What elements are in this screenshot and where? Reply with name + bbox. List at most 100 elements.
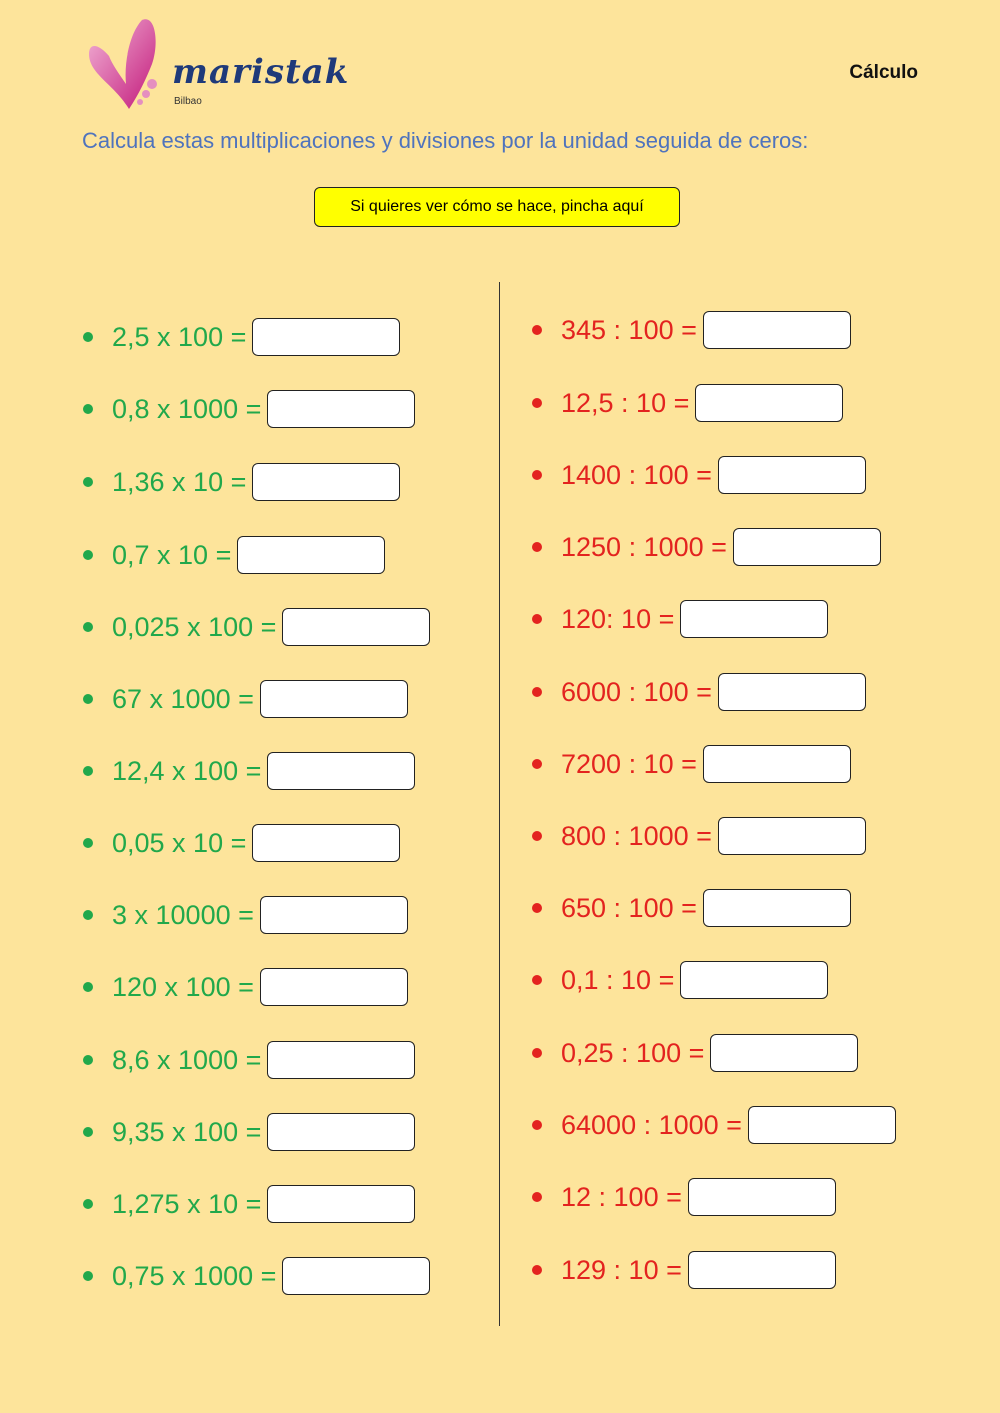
bullet-icon [532,1192,542,1202]
answer-input[interactable] [732,528,881,566]
bullet-icon [83,982,93,992]
bullet-icon [532,831,542,841]
division-row: 6000 : 100 = [532,671,866,713]
bullet-icon [532,1265,542,1275]
help-button[interactable]: Si quieres ver cómo se hace, pincha aquí [314,187,680,227]
multiplication-row: 12,4 x 100 = [83,750,416,792]
answer-input[interactable] [267,1041,416,1079]
multiplication-expression: 0,7 x 10 = [112,539,232,570]
division-expression: 1400 : 100 = [561,459,712,490]
answer-input[interactable] [259,896,408,934]
division-expression: 800 : 1000 = [561,820,712,851]
division-row: 800 : 1000 = [532,815,866,857]
bullet-icon [532,759,542,769]
multiplication-row: 0,025 x 100 = [83,606,431,648]
division-expression: 0,1 : 10 = [561,964,675,995]
multiplication-row: 0,75 x 1000 = [83,1255,431,1297]
answer-input[interactable] [747,1106,896,1144]
division-expression: 64000 : 1000 = [561,1109,742,1140]
bullet-icon [532,1120,542,1130]
answer-input[interactable] [717,817,866,855]
division-expression: 7200 : 10 = [561,748,697,779]
multiplication-expression: 67 x 1000 = [112,683,254,714]
division-row: 64000 : 1000 = [532,1104,896,1146]
division-expression: 0,25 : 100 = [561,1037,705,1068]
subject-label: Cálculo [849,62,918,83]
multiplication-expression: 0,025 x 100 = [112,611,277,642]
bullet-icon [532,614,542,624]
maristak-logo: maristak Bilbao [84,14,348,114]
bullet-icon [83,404,93,414]
bullet-icon [532,975,542,985]
multiplication-row: 9,35 x 100 = [83,1111,416,1153]
multiplication-expression: 9,35 x 100 = [112,1116,262,1147]
multiplication-row: 3 x 10000 = [83,894,408,936]
division-expression: 12 : 100 = [561,1181,682,1212]
answer-input[interactable] [267,1113,416,1151]
division-row: 650 : 100 = [532,887,851,929]
answer-input[interactable] [259,680,408,718]
division-row: 120: 10 = [532,598,829,640]
bullet-icon [83,694,93,704]
answer-input[interactable] [717,456,866,494]
multiplication-expression: 1,36 x 10 = [112,466,247,497]
answer-input[interactable] [267,752,416,790]
answer-input[interactable] [710,1034,859,1072]
division-expression: 1250 : 1000 = [561,531,727,562]
bullet-icon [532,542,542,552]
answer-input[interactable] [252,318,401,356]
bullet-icon [532,398,542,408]
answer-input[interactable] [680,600,829,638]
bullet-icon [532,325,542,335]
division-row: 7200 : 10 = [532,743,851,785]
multiplication-row: 0,8 x 1000 = [83,388,416,430]
bullet-icon [83,1271,93,1281]
multiplication-expression: 1,275 x 10 = [112,1188,262,1219]
division-row: 12,5 : 10 = [532,382,844,424]
answer-input[interactable] [252,463,401,501]
instruction-text: Calcula estas multiplicaciones y divisio… [82,128,809,153]
answer-input[interactable] [282,1257,431,1295]
division-row: 1400 : 100 = [532,454,866,496]
bullet-icon [532,687,542,697]
answer-input[interactable] [717,673,866,711]
answer-input[interactable] [267,1185,416,1223]
multiplication-row: 8,6 x 1000 = [83,1039,416,1081]
answer-input[interactable] [237,536,386,574]
answer-input[interactable] [267,390,416,428]
bullet-icon [83,1055,93,1065]
division-row: 0,1 : 10 = [532,959,829,1001]
bullet-icon [83,1199,93,1209]
division-expression: 6000 : 100 = [561,676,712,707]
answer-input[interactable] [252,824,401,862]
multiplication-row: 120 x 100 = [83,966,408,1008]
bullet-icon [83,1127,93,1137]
multiplication-expression: 120 x 100 = [112,971,254,1002]
answer-input[interactable] [687,1251,836,1289]
answer-input[interactable] [702,889,851,927]
bullet-icon [83,838,93,848]
heart-logo-icon [89,19,157,110]
division-row: 0,25 : 100 = [532,1032,859,1074]
multiplication-row: 1,275 x 10 = [83,1183,416,1225]
multiplication-expression: 2,5 x 100 = [112,321,247,352]
multiplication-row: 0,05 x 10 = [83,822,401,864]
answer-input[interactable] [282,608,431,646]
answer-input[interactable] [702,745,851,783]
answer-input[interactable] [687,1178,836,1216]
bullet-icon [83,910,93,920]
multiplication-expression: 3 x 10000 = [112,899,254,930]
multiplication-expression: 8,6 x 1000 = [112,1044,262,1075]
multiplication-row: 67 x 1000 = [83,678,408,720]
multiplication-row: 2,5 x 100 = [83,316,401,358]
answer-input[interactable] [702,311,851,349]
multiplication-row: 1,36 x 10 = [83,461,401,503]
division-expression: 650 : 100 = [561,892,697,923]
answer-input[interactable] [695,384,844,422]
bullet-icon [83,477,93,487]
division-expression: 12,5 : 10 = [561,387,690,418]
multiplication-expression: 12,4 x 100 = [112,755,262,786]
answer-input[interactable] [259,968,408,1006]
division-row: 345 : 100 = [532,309,851,351]
answer-input[interactable] [680,961,829,999]
